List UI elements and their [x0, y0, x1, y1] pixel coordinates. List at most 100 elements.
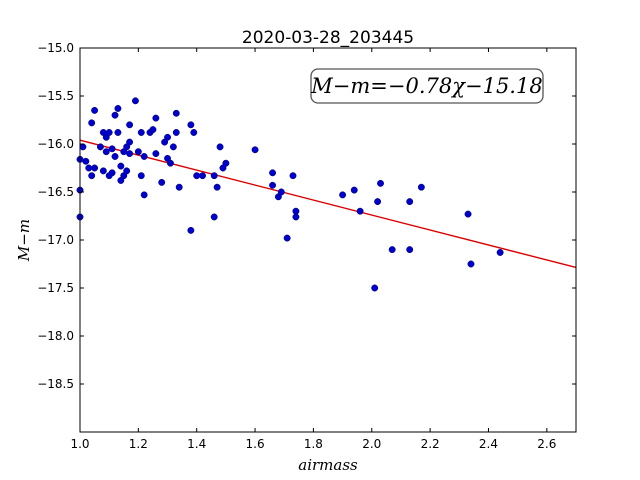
- data-point: [85, 164, 93, 172]
- data-point: [213, 183, 221, 191]
- data-point: [88, 119, 96, 127]
- data-point: [131, 97, 139, 105]
- data-point: [149, 126, 157, 134]
- data-point: [114, 129, 122, 136]
- data-point: [289, 172, 297, 180]
- y-tick-label: −15.5: [37, 89, 74, 103]
- data-point: [158, 178, 166, 186]
- data-point: [111, 153, 119, 160]
- fit-line: [79, 139, 577, 269]
- data-point: [96, 143, 104, 151]
- x-axis: 1.0 1.2 1.4 1.6 1.8 2.0 2.2 2.4 2.6: [70, 48, 556, 451]
- y-axis-label: M−m: [15, 219, 33, 262]
- data-point: [111, 111, 119, 119]
- x-tick-label: 2.4: [479, 437, 498, 451]
- x-tick-label: 2.2: [421, 437, 440, 451]
- fit-equation-box: [310, 68, 544, 104]
- data-point: [210, 172, 218, 180]
- y-tick-label: −16.5: [37, 185, 74, 199]
- x-tick-label: 1.8: [304, 437, 323, 451]
- data-point: [117, 162, 125, 170]
- x-tick-label: 1.2: [129, 437, 148, 451]
- data-point: [210, 213, 218, 221]
- data-points: [76, 97, 504, 292]
- y-axis: −15.0 −15.5 −16.0 −16.5 −17.0 −17.5 −18.0 −18.5: [37, 41, 576, 391]
- data-point: [269, 181, 277, 189]
- data-point: [105, 129, 113, 136]
- y-tick-label: −17.0: [37, 233, 74, 247]
- data-point: [114, 105, 122, 112]
- fit-equation-annotation: M−m=−0.78χ−15.18: [310, 68, 544, 104]
- data-point: [82, 157, 90, 165]
- data-point: [371, 284, 379, 292]
- data-point: [222, 159, 230, 167]
- x-tick-label: 1.0: [70, 437, 89, 451]
- data-point: [374, 198, 382, 206]
- fit-equation-text: M−m=−0.78χ−15.18: [310, 74, 542, 98]
- y-tick-label: −18.0: [37, 329, 74, 343]
- data-point: [292, 213, 300, 221]
- data-point: [388, 246, 396, 254]
- data-point: [172, 109, 180, 117]
- data-point: [166, 159, 174, 167]
- y-tick-label: −18.5: [37, 377, 74, 391]
- data-point: [134, 148, 142, 156]
- data-point: [417, 183, 425, 191]
- x-tick-label: 2.0: [362, 437, 381, 451]
- y-tick-label: −15.0: [37, 41, 74, 55]
- data-point: [187, 226, 195, 234]
- data-point: [467, 260, 475, 268]
- data-point: [283, 234, 291, 242]
- x-tick-label: 1.4: [187, 437, 206, 451]
- data-point: [140, 153, 148, 160]
- data-point: [190, 129, 198, 136]
- data-point: [406, 246, 414, 254]
- data-point: [339, 191, 347, 199]
- data-point: [292, 207, 300, 215]
- data-point: [377, 179, 384, 187]
- data-point: [91, 106, 99, 114]
- y-tick-label: −16.0: [37, 137, 74, 151]
- data-point: [108, 169, 116, 177]
- data-point: [406, 198, 414, 206]
- data-point: [464, 210, 472, 218]
- plot-area: [80, 48, 576, 432]
- y-tick-label: −17.5: [37, 281, 74, 295]
- data-point: [172, 129, 180, 136]
- plot-background: [80, 48, 576, 432]
- data-point: [91, 164, 99, 172]
- data-point: [277, 188, 285, 196]
- x-tick-label: 2.6: [537, 437, 556, 451]
- data-point: [108, 145, 116, 153]
- data-point: [350, 186, 358, 194]
- data-point: [199, 172, 206, 180]
- data-point: [251, 146, 259, 154]
- x-axis-label: airmass: [298, 456, 358, 474]
- data-point: [140, 191, 148, 199]
- data-point: [152, 114, 160, 122]
- data-point: [175, 183, 183, 191]
- data-point: [137, 172, 145, 180]
- data-point: [187, 121, 195, 129]
- data-point: [79, 143, 87, 151]
- x-tick-label: 1.6: [246, 437, 265, 451]
- data-point: [88, 172, 96, 180]
- data-point: [126, 121, 134, 129]
- fit-line-group: [79, 139, 577, 269]
- data-point: [269, 169, 277, 177]
- data-point: [126, 138, 134, 146]
- data-point: [169, 143, 177, 151]
- data-point: [137, 129, 145, 136]
- data-point: [123, 167, 131, 175]
- chart-title: 2020-03-28_203445: [242, 28, 414, 48]
- data-point: [99, 167, 107, 175]
- data-point: [356, 207, 364, 215]
- data-point: [216, 143, 224, 151]
- data-point: [164, 133, 171, 141]
- data-point: [102, 148, 110, 156]
- data-point: [126, 150, 134, 158]
- data-point: [193, 172, 201, 180]
- data-point: [496, 249, 504, 256]
- data-point: [152, 150, 160, 158]
